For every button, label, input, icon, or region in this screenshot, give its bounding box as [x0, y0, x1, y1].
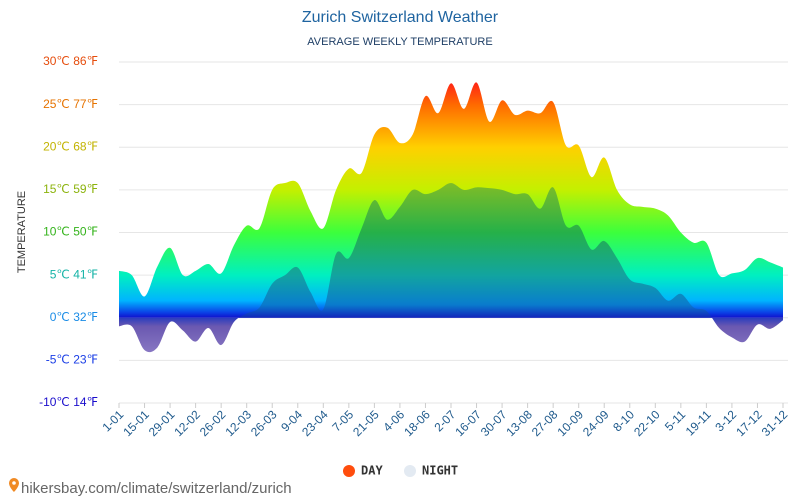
- night-area: [119, 183, 783, 353]
- legend-marker: [404, 465, 416, 477]
- x-tick-label: 27-08: [529, 407, 561, 439]
- y-axis-label: TEMPERATURE: [16, 191, 28, 273]
- x-tick-label: 18-06: [401, 407, 433, 439]
- legend-label: NIGHT: [422, 464, 458, 478]
- chart-subtitle: AVERAGE WEEKLY TEMPERATURE: [307, 36, 492, 48]
- x-tick-label: 26-03: [248, 407, 280, 439]
- y-tick-label: 25℃ 77℉: [43, 97, 98, 111]
- y-tick-label: 0℃ 32℉: [50, 310, 98, 324]
- x-tick-label: 17-12: [733, 407, 765, 439]
- x-tick-label: 12-02: [171, 407, 203, 439]
- legend-label: DAY: [361, 464, 383, 478]
- x-tick-label: 15-01: [120, 407, 152, 439]
- y-tick-label: 15℃ 59℉: [43, 182, 98, 196]
- y-tick-label: 5℃ 41℉: [50, 267, 98, 281]
- y-tick-label: 20℃ 68℉: [43, 139, 98, 153]
- y-tick-label: 30℃ 86℉: [43, 54, 98, 68]
- x-tick-label: 30-07: [478, 407, 510, 439]
- x-tick-label: 10-09: [554, 407, 586, 439]
- y-tick-label: -10℃ 14℉: [39, 395, 98, 409]
- x-tick-label: 21-05: [350, 407, 382, 439]
- y-tick-label: -5℃ 23℉: [46, 353, 98, 367]
- x-tick-label: 23-04: [299, 407, 331, 439]
- y-tick-label: 10℃ 50℉: [43, 225, 98, 239]
- source: hikersbay.com/climate/switzerland/zurich: [21, 480, 292, 497]
- x-tick-label: 31-12: [759, 407, 791, 439]
- legend-marker: [343, 465, 355, 477]
- chart-title: Zurich Switzerland Weather: [302, 9, 499, 26]
- x-tick-label: 13-08: [503, 407, 535, 439]
- pin-dot: [12, 481, 16, 485]
- x-tick-label: 16-07: [452, 407, 484, 439]
- x-tick-label: 19-11: [683, 407, 714, 438]
- x-tick-label: 24-09: [580, 407, 612, 439]
- x-tick-label: 12-03: [222, 407, 254, 439]
- x-tick-label: 26-02: [197, 407, 229, 439]
- x-tick-label: 22-10: [631, 407, 663, 439]
- x-tick-label: 29-01: [146, 407, 178, 439]
- pin-icon: [8, 477, 19, 492]
